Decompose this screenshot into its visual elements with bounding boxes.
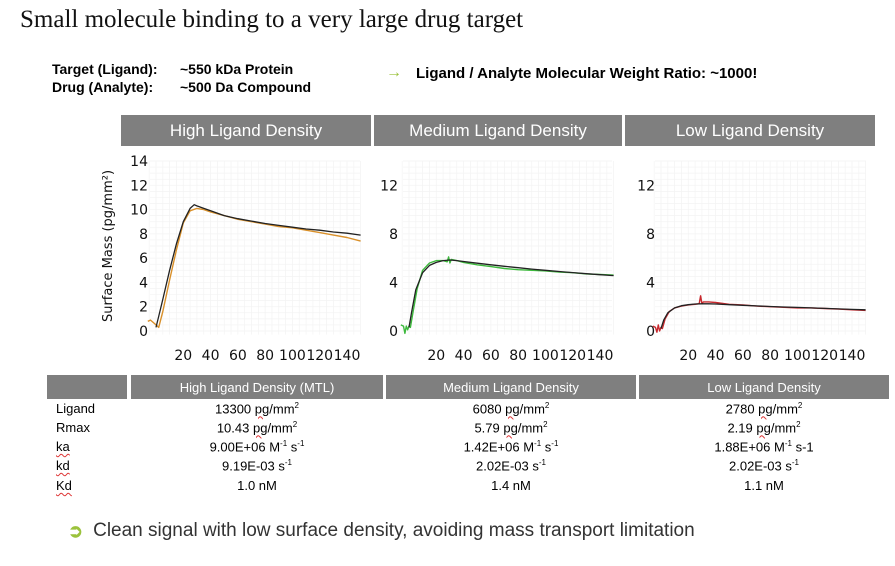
y-tick-label: 0 [646, 324, 655, 340]
table-cell: 1.1 nM [744, 478, 784, 493]
y-tick-label: 0 [139, 324, 148, 340]
y-tick-label: 12 [130, 178, 148, 194]
grid [148, 160, 361, 335]
row-label-text: ka [56, 439, 70, 454]
arrow-right-icon: → [386, 64, 402, 81]
y-tick-label: 8 [646, 227, 655, 243]
x-tick-label: 120 [559, 348, 586, 364]
panel-title-high: High Ligand Density [121, 115, 371, 146]
chart-high-density: 0 2 4 6 8 10 12 14 20 40 60 80 100 120 140 Surface Mass… [101, 154, 361, 364]
slide-title: Small molecule binding to a very large d… [20, 6, 524, 33]
x-tick-label: 140 [839, 348, 866, 364]
table-cell: 6080 pg/mm2 [472, 401, 550, 417]
y-tick-label: 2 [139, 300, 148, 316]
y-tick-label: 8 [139, 227, 148, 243]
y-axis-label: Surface Mass (pg/mm²) [101, 170, 116, 322]
panel-title-medium: Medium Ligand Density [374, 115, 622, 146]
info-row-drug: Drug (Analyte): ~500 Da Compound [52, 78, 311, 96]
x-tick-label: 60 [229, 348, 247, 364]
series-line-fit [660, 303, 866, 329]
series-line-data [147, 207, 361, 329]
x-tick-label: 40 [202, 348, 220, 364]
x-tick-label: 20 [679, 348, 697, 364]
mw-ratio-text: Ligand / Analyte Molecular Weight Ratio:… [416, 64, 758, 82]
row-label-text: kd [56, 458, 70, 473]
row-label-ka: ka [56, 439, 70, 454]
table-cell: 1.4 nM [491, 478, 531, 493]
x-tick-label: 20 [174, 348, 192, 364]
row-label-ligand: Ligand [56, 401, 95, 416]
row-label-text: Rmax [56, 420, 90, 435]
y-tick-label: 4 [389, 275, 398, 291]
info-row-target: Target (Ligand): ~550 kDa Protein [52, 60, 311, 78]
row-label-kd: kd [56, 458, 70, 473]
info-key: Drug (Analyte): [52, 79, 154, 95]
table-cell: 2.02E-03 s-1 [476, 458, 546, 474]
table-cell: 1.88E+06 M-1 s-1 [714, 439, 814, 455]
x-tick-label: 40 [455, 348, 473, 364]
table-header-low: Low Ligand Density [639, 375, 889, 399]
y-tick-label: 12 [380, 178, 398, 194]
x-tick-label: 100 [784, 348, 811, 364]
table-cell: 1.0 nM [237, 478, 277, 493]
y-tick-label: 0 [389, 324, 398, 340]
y-tick-label: 10 [130, 203, 148, 219]
grid [401, 160, 614, 335]
info-value: ~500 Da Compound [180, 79, 312, 95]
table-cell: 9.00E+06 M-1 s-1 [209, 439, 305, 455]
x-tick-label: 120 [811, 348, 838, 364]
x-tick-label: 80 [256, 348, 274, 364]
chart-low-density: 0 4 8 12 20 40 60 80 100 120 140 [637, 160, 866, 364]
x-tick-label: 20 [427, 348, 445, 364]
circular-arrow-icon: ➲ [68, 520, 84, 541]
x-tick-label: 60 [734, 348, 752, 364]
y-tick-label: 14 [130, 154, 148, 170]
table-header-blank [47, 375, 127, 399]
y-tick-label: 8 [389, 227, 398, 243]
table-cell: 10.43 pg/mm2 [216, 420, 298, 436]
series-line-data [652, 295, 866, 333]
x-tick-label: 60 [482, 348, 500, 364]
conclusion-bullet: ➲ Clean signal with low surface density,… [68, 520, 695, 542]
row-label-rmax: Rmax [56, 420, 90, 435]
table-cell: 2780 pg/mm2 [725, 401, 803, 417]
y-tick-label: 12 [637, 178, 655, 194]
x-tick-label: 80 [509, 348, 527, 364]
y-tick-label: 4 [646, 275, 655, 291]
table-cell: 1.42E+06 M-1 s-1 [463, 439, 559, 455]
table-header-high: High Ligand Density (MTL) [131, 375, 383, 399]
series-line-fit [408, 259, 614, 328]
mw-ratio-note: → Ligand / Analyte Molecular Weight Rati… [386, 64, 757, 82]
x-tick-label: 140 [334, 348, 361, 364]
x-tick-label: 100 [279, 348, 306, 364]
x-tick-label: 100 [532, 348, 559, 364]
compound-info: Target (Ligand): ~550 kDa Protein Drug (… [52, 60, 311, 96]
y-tick-label: 4 [139, 275, 148, 291]
x-tick-label: 140 [587, 348, 614, 364]
info-key: Target (Ligand): [52, 61, 158, 77]
y-tick-label: 6 [139, 251, 148, 267]
series-line-fit [155, 204, 361, 328]
table-cell: 9.19E-03 s-1 [222, 458, 292, 474]
table-cell: 13300 pg/mm2 [215, 401, 299, 417]
x-tick-label: 120 [306, 348, 333, 364]
x-tick-label: 40 [707, 348, 725, 364]
conclusion-text: Clean signal with low surface density, a… [93, 520, 695, 541]
table-cell: 5.79 pg/mm2 [474, 420, 548, 436]
row-label-kd: Kd [56, 478, 72, 493]
info-value: ~550 kDa Protein [180, 61, 294, 77]
chart-medium-density: 0 4 8 12 20 40 60 80 100 120 140 [380, 160, 614, 364]
table-cell: 2.19 pg/mm2 [727, 420, 801, 436]
grid [653, 160, 866, 335]
table-header-medium: Medium Ligand Density [386, 375, 636, 399]
row-label-text: Kd [56, 478, 72, 493]
row-label-text: Ligand [56, 401, 96, 416]
table-cell: 2.02E-03 s-1 [729, 458, 799, 474]
panel-title-low: Low Ligand Density [625, 115, 875, 146]
x-tick-label: 80 [761, 348, 779, 364]
